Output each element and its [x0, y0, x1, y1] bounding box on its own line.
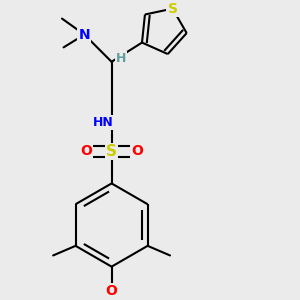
Text: O: O	[106, 284, 118, 298]
Text: S: S	[168, 2, 178, 16]
Text: H: H	[116, 52, 126, 65]
Text: O: O	[131, 144, 143, 158]
Text: O: O	[80, 144, 92, 158]
Text: S: S	[106, 144, 117, 159]
Text: HN: HN	[93, 116, 114, 129]
Text: N: N	[79, 28, 90, 42]
